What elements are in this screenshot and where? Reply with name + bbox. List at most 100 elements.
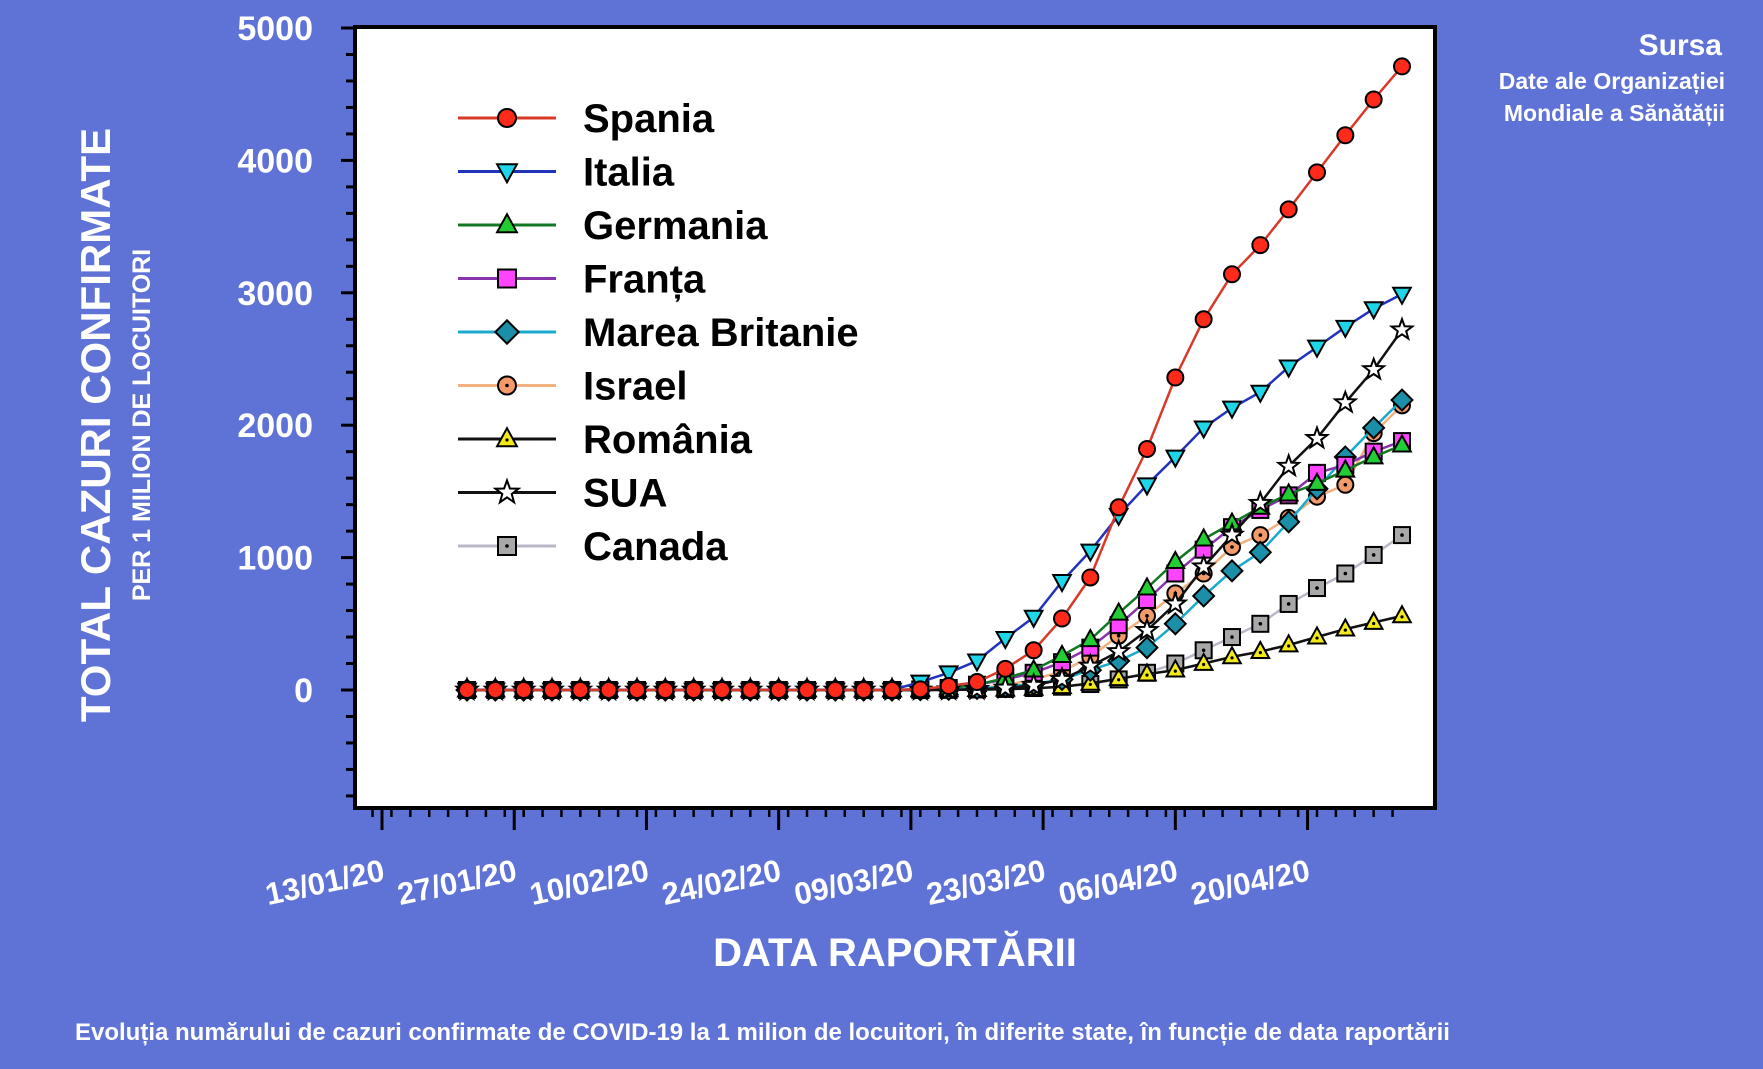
- data-point: [1164, 449, 1186, 469]
- data-point: [1194, 310, 1213, 329]
- data-point: [992, 674, 1019, 700]
- marker-dot: [1258, 651, 1262, 655]
- data-point: [543, 681, 561, 699]
- data-point: [1053, 609, 1071, 628]
- marker-dot: [1230, 656, 1234, 660]
- data-point: [1077, 652, 1104, 678]
- data-point: [1193, 420, 1215, 440]
- data-point: [1081, 568, 1100, 587]
- legend-label: Italia: [583, 151, 675, 195]
- data-point: [1303, 424, 1331, 450]
- data-point: [1138, 440, 1156, 459]
- x-tick-label: 27/01/20: [394, 853, 519, 912]
- marker-dot: [1230, 635, 1234, 639]
- series-1: [458, 57, 1411, 699]
- y-axis-subtitle: PER 1 MILION DE LOCUITORI: [128, 249, 156, 601]
- legend-item: Italia: [458, 151, 675, 195]
- data-point: [1247, 489, 1274, 515]
- marker-dot: [1287, 644, 1291, 648]
- legend-item: Israel: [458, 365, 688, 409]
- data-point: [713, 681, 731, 699]
- data-point: [1048, 665, 1076, 691]
- marker-dot: [1371, 553, 1376, 557]
- marker-dot: [1201, 648, 1206, 653]
- data-point: [938, 665, 960, 685]
- data-point: [1133, 616, 1161, 642]
- data-point: [1218, 521, 1246, 547]
- data-point: [1391, 604, 1413, 624]
- data-point: [1248, 540, 1273, 565]
- data-point: [966, 653, 988, 673]
- data-point: [1193, 651, 1215, 671]
- marker-dot: [1400, 533, 1404, 537]
- data-point: [1108, 601, 1130, 621]
- legend-label: SUA: [583, 472, 667, 516]
- x-tick-label: 13/01/20: [262, 853, 387, 912]
- data-point: [1051, 643, 1073, 663]
- marker-dot: [1372, 621, 1376, 626]
- data-point: [1051, 574, 1073, 594]
- data-point: [684, 681, 703, 699]
- caption: Evoluția numărului de cazuri confirmate …: [75, 1019, 1450, 1046]
- data-point: [1306, 339, 1328, 359]
- data-point: [1363, 610, 1385, 630]
- data-point: [1105, 637, 1132, 663]
- data-point: [1364, 90, 1383, 109]
- data-point: [458, 681, 476, 699]
- data-point: [1193, 527, 1215, 547]
- x-tick-label: 06/04/20: [1055, 853, 1180, 912]
- data-point: [1136, 477, 1158, 497]
- data-point: [599, 681, 618, 699]
- x-axis: 13/01/20 27/01/20 10/02/20 24/02/20 09/03/20…: [262, 808, 1394, 912]
- source-title: Sursa: [1639, 29, 1723, 62]
- data-point: [1390, 388, 1414, 412]
- legend-label: Spania: [583, 97, 715, 141]
- marker-dot: [1400, 615, 1404, 619]
- data-point: [1020, 671, 1047, 697]
- y-axis: 0 1000 2000 3000 4000 5000: [237, 10, 355, 798]
- data-point: [1221, 400, 1243, 420]
- data-point: [492, 477, 522, 505]
- y-axis-title: TOTAL CAZURI CONFIRMATE: [72, 128, 119, 722]
- data-point: [1361, 416, 1386, 440]
- data-point: [1163, 611, 1188, 636]
- data-point: [1024, 641, 1043, 660]
- legend-item: Germania: [458, 204, 768, 248]
- legend-item: Canada: [458, 525, 728, 569]
- source-line-1: Date ale Organizației: [1499, 68, 1725, 95]
- data-point: [1190, 553, 1217, 578]
- marker-dot: [1117, 678, 1121, 682]
- data-point: [1332, 388, 1359, 414]
- legend: Spania Italia Germania Franța Marea Britanie…: [458, 97, 859, 569]
- data-point: [1135, 635, 1159, 660]
- data-point: [883, 681, 901, 699]
- legend-label: Franța: [583, 258, 706, 302]
- data-point: [1249, 384, 1271, 404]
- marker-dot: [1145, 614, 1149, 618]
- x-tick-label: 10/02/20: [527, 853, 652, 912]
- data-point: [1109, 498, 1128, 517]
- data-point: [1334, 458, 1356, 478]
- data-point: [495, 163, 519, 185]
- legend-label: Marea Britanie: [583, 311, 859, 355]
- data-point: [854, 681, 873, 699]
- source-line-2: Mondiale a Sănătății: [1504, 100, 1725, 127]
- data-point: [497, 108, 517, 128]
- x-tick-label: 23/03/20: [923, 853, 1048, 912]
- legend-item: România: [458, 418, 753, 462]
- marker-dot: [1173, 669, 1177, 673]
- data-point: [1251, 236, 1270, 255]
- data-point: [495, 212, 519, 234]
- data-point: [741, 681, 760, 699]
- data-point: [1108, 667, 1130, 687]
- data-point: [994, 630, 1016, 651]
- marker-dot: [1286, 602, 1291, 606]
- data-point: [769, 681, 788, 699]
- data-point: [798, 681, 816, 699]
- data-point: [1136, 576, 1158, 596]
- data-point: [1249, 639, 1271, 660]
- marker-dot: [1088, 682, 1092, 686]
- series-line: [467, 65, 1403, 692]
- data-point: [1223, 265, 1241, 284]
